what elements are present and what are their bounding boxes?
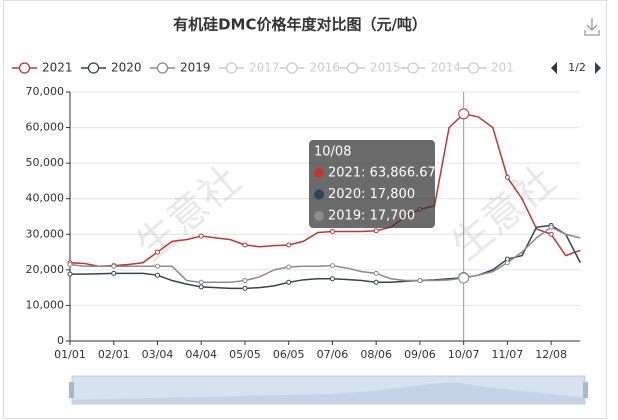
point	[242, 278, 248, 284]
series-line	[69, 113, 581, 268]
tooltip-line: 2020: 17,800	[328, 187, 415, 202]
y-tick-label: 20,000	[26, 263, 65, 276]
point	[417, 278, 423, 284]
y-tick-label: 0	[57, 334, 64, 347]
point	[373, 228, 379, 234]
point	[373, 279, 379, 285]
x-tick-label: 11/07	[492, 348, 524, 361]
zoom-window[interactable]	[72, 376, 585, 404]
download-glyph[interactable]	[584, 18, 600, 36]
legend-icon	[87, 62, 100, 74]
y-tick-label: 40,000	[26, 192, 65, 205]
zoom-shadow	[72, 382, 585, 404]
zoom-handle[interactable]	[69, 382, 74, 398]
legend-icon	[18, 62, 31, 74]
point	[329, 276, 335, 282]
watermark: 生意社	[443, 157, 564, 269]
legend-label[interactable]: 2015	[370, 61, 401, 75]
point	[67, 271, 73, 277]
legend-icon	[346, 62, 359, 74]
point	[154, 263, 160, 269]
data-zoom[interactable]	[69, 375, 588, 405]
x-tick-label: 05/05	[229, 348, 261, 361]
legend-icon	[467, 62, 480, 74]
legend-icon	[407, 62, 419, 74]
frame	[3, 0, 607, 419]
x-tick-label: 09/06	[404, 348, 436, 361]
legend-label[interactable]: 2021	[42, 61, 73, 75]
x-tick-label: 12/08	[535, 348, 567, 361]
x-tick-label: 07/06	[317, 348, 349, 361]
point	[373, 270, 379, 276]
y-tick-label: 60,000	[26, 121, 65, 134]
y-tick-label: 10,000	[26, 298, 65, 311]
legend-label[interactable]: 2020	[111, 61, 142, 75]
point	[198, 279, 204, 285]
y-tick-label: 50,000	[26, 156, 65, 169]
tooltip-dot	[314, 189, 324, 200]
point	[154, 272, 160, 278]
watermark: 生意社	[128, 157, 249, 269]
legend-label[interactable]: 201	[491, 61, 514, 75]
point	[111, 270, 117, 276]
tooltip-dot	[314, 211, 324, 221]
point	[67, 262, 73, 268]
legend-icon	[286, 62, 298, 74]
point	[458, 108, 470, 120]
tooltip-box	[309, 140, 435, 228]
point	[504, 260, 510, 266]
x-tick-label: 01/01	[54, 348, 86, 361]
tooltip-title: 10/08	[314, 145, 351, 160]
download-icon[interactable]	[584, 18, 600, 36]
tooltip-line: 2019: 17,700	[328, 209, 415, 224]
point	[286, 279, 292, 285]
legend-prev[interactable]	[551, 62, 557, 74]
point	[154, 249, 160, 255]
tooltip-dot	[314, 168, 324, 178]
x-tick-label: 10/07	[448, 348, 480, 361]
point	[286, 264, 292, 270]
y-tick-label: 30,000	[26, 227, 65, 240]
point	[329, 263, 335, 269]
point	[548, 231, 554, 237]
x-tick-label: 04/04	[185, 348, 217, 361]
legend-icon	[156, 62, 169, 74]
point	[458, 272, 470, 284]
x-tick-label: 06/05	[273, 348, 305, 361]
point	[242, 285, 248, 291]
x-tick-label: 08/06	[360, 348, 392, 361]
zoom-handle[interactable]	[583, 382, 588, 398]
legend-label[interactable]: 2017	[249, 61, 280, 75]
point	[242, 242, 248, 248]
legend-label[interactable]: 2014	[431, 61, 462, 75]
legend-page: 1/2	[568, 61, 586, 74]
point	[198, 284, 204, 290]
legend-label[interactable]: 2019	[180, 61, 211, 75]
legend-label[interactable]: 2016	[310, 61, 341, 75]
tooltip-line: 2021: 63,866.67	[328, 166, 436, 181]
legend-icon	[225, 62, 238, 74]
y-tick-label: 70,000	[26, 85, 65, 98]
point	[329, 228, 335, 234]
point	[111, 263, 117, 269]
chart-title: 有机硅DMC价格年度对比图（元/吨）	[173, 16, 427, 34]
legend-next[interactable]	[595, 62, 601, 74]
point	[198, 233, 204, 239]
point	[286, 242, 292, 248]
x-tick-label: 03/04	[142, 348, 174, 361]
point	[548, 224, 554, 230]
point	[504, 174, 510, 180]
x-tick-label: 02/01	[98, 348, 130, 361]
